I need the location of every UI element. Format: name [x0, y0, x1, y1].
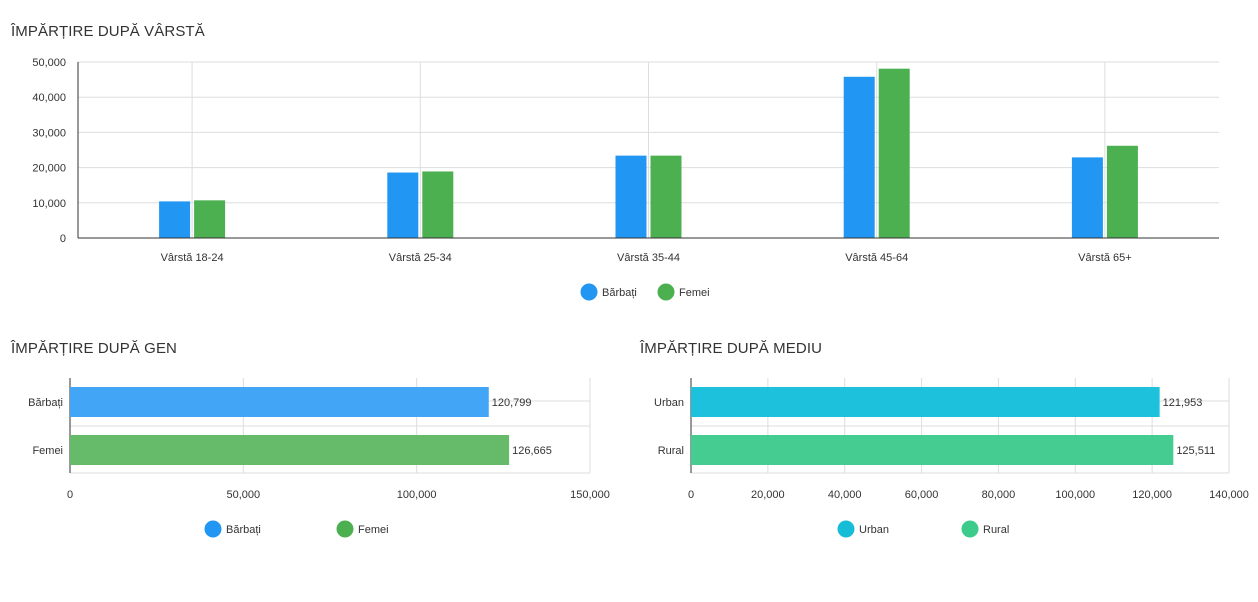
age-chart-title: ÎMPĂRȚIRE DUPĂ VÂRSTĂ [11, 23, 205, 40]
age-chart: 0 10,000 20,000 30,000 40,000 50,000 Vârstă 18… [32, 57, 1219, 301]
gender-chart-title: ÎMPĂRȚIRE DUPĂ GEN [11, 340, 177, 357]
legend-label: Bărbați [226, 524, 261, 536]
legend-label: Bărbați [602, 287, 637, 299]
bar-femei [70, 435, 510, 465]
bar-femei [194, 200, 226, 238]
bar-barbati [1071, 157, 1103, 238]
y-tick-label: Rural [658, 445, 684, 457]
legend-marker [580, 283, 598, 301]
data-label: 126,665 [512, 445, 552, 457]
legend-marker [204, 520, 222, 538]
y-tick-label: Femei [32, 445, 63, 457]
legend-marker [657, 283, 675, 301]
x-tick-label: Vârstă 45-64 [845, 252, 908, 264]
x-tick-label: 140,000 [1209, 489, 1249, 501]
environment-chart: 0 20,000 40,000 60,000 80,000 100,000 120,000 1… [654, 378, 1249, 538]
legend-label: Rural [983, 524, 1009, 536]
legend-marker [837, 520, 855, 538]
x-tick-label: 80,000 [982, 489, 1016, 501]
data-label: 125,511 [1176, 445, 1215, 457]
x-tick-label: Vârstă 35-44 [617, 252, 680, 264]
bar-urban [691, 387, 1160, 417]
y-tick-label: Bărbați [28, 397, 63, 409]
bar-femei [422, 171, 454, 238]
x-tick-label: 20,000 [751, 489, 785, 501]
bar-barbati [843, 76, 875, 238]
bar-rural [691, 435, 1174, 465]
gender-chart: 0 50,000 100,000 150,000 120,799 Bărbați 126,6… [28, 378, 610, 538]
legend-label: Femei [679, 287, 710, 299]
data-label: 120,799 [492, 397, 532, 409]
x-tick-label: 40,000 [828, 489, 862, 501]
legend-label: Femei [358, 524, 389, 536]
x-tick-label: 60,000 [905, 489, 939, 501]
x-tick-label: 120,000 [1132, 489, 1172, 501]
x-tick-label: 150,000 [570, 489, 610, 501]
x-tick-label: Vârstă 65+ [1078, 252, 1132, 264]
x-tick-label: Vârstă 18-24 [161, 252, 224, 264]
x-tick-label: Vârstă 25-34 [389, 252, 452, 264]
legend-label: Urban [859, 524, 889, 536]
y-tick-label: 20,000 [32, 163, 66, 175]
legend-marker [336, 520, 354, 538]
x-tick-label: 100,000 [397, 489, 437, 501]
x-tick-label: 100,000 [1055, 489, 1095, 501]
bar-barbati [615, 155, 647, 238]
bar-femei [650, 155, 682, 238]
bar-femei [1106, 145, 1138, 238]
bar-barbati [159, 201, 191, 238]
data-label: 121,953 [1163, 397, 1203, 409]
environment-chart-title: ÎMPĂRȚIRE DUPĂ MEDIU [640, 340, 823, 357]
y-tick-label: 30,000 [32, 127, 66, 139]
y-tick-label: 10,000 [32, 198, 66, 210]
y-tick-label: Urban [654, 397, 684, 409]
x-tick-label: 0 [688, 489, 694, 501]
y-tick-label: 0 [60, 233, 66, 245]
bar-brbai [70, 387, 489, 417]
y-tick-label: 40,000 [32, 92, 66, 104]
x-tick-label: 50,000 [227, 489, 261, 501]
legend-marker [961, 520, 979, 538]
bar-femei [878, 68, 910, 238]
bar-barbati [387, 172, 419, 238]
x-tick-label: 0 [67, 489, 73, 501]
y-tick-label: 50,000 [32, 57, 66, 69]
